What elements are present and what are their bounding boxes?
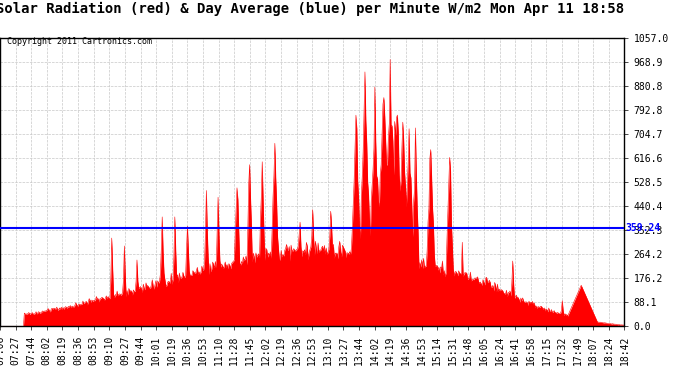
Text: Copyright 2011 Cartronics.com: Copyright 2011 Cartronics.com bbox=[7, 38, 152, 46]
Text: Solar Radiation (red) & Day Average (blue) per Minute W/m2 Mon Apr 11 18:58: Solar Radiation (red) & Day Average (blu… bbox=[0, 2, 624, 16]
Text: 359.24: 359.24 bbox=[626, 223, 661, 233]
